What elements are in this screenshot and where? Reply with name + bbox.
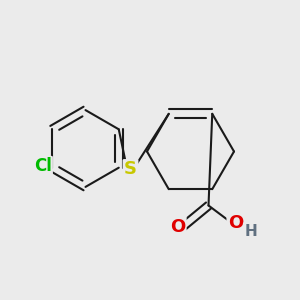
Text: O: O [228, 214, 243, 232]
Text: O: O [170, 218, 185, 236]
Text: Cl: Cl [34, 157, 52, 175]
Text: S: S [124, 160, 137, 178]
Text: H: H [244, 224, 257, 238]
